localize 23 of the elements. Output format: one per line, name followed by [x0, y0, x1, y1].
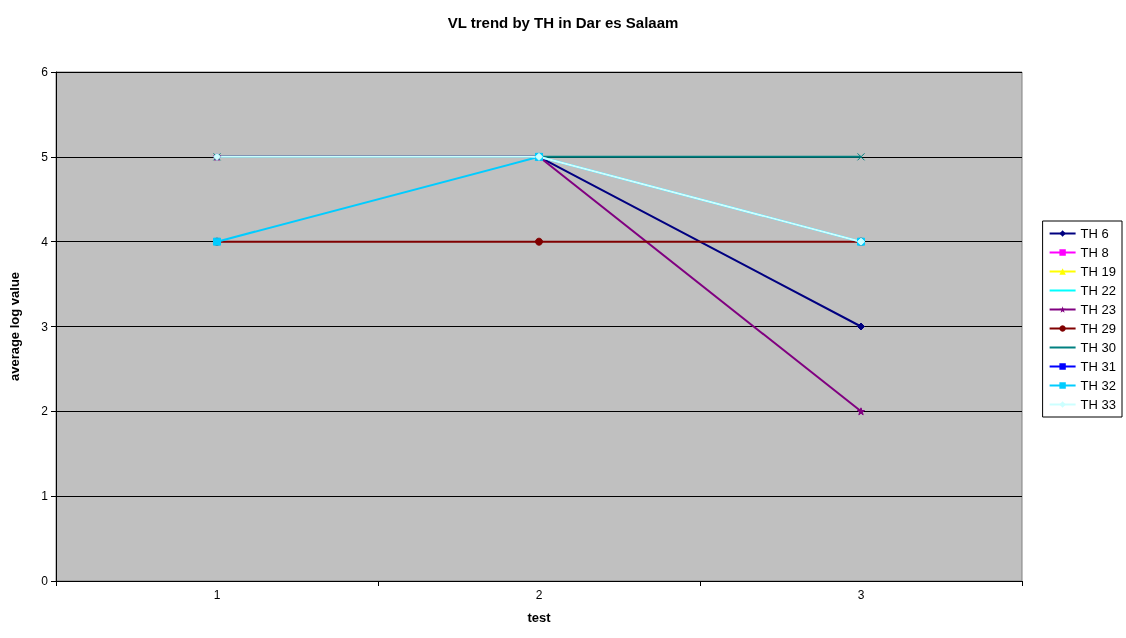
y-axis-title: average log value [7, 271, 22, 382]
y-tick-label: 6 [41, 65, 49, 79]
legend-label: TH 22 [1080, 283, 1117, 298]
x-tick-label: 2 [535, 588, 543, 602]
y-tick-label: 3 [41, 319, 49, 334]
legend-label: TH 8 [1080, 245, 1109, 260]
y-tick-label: 2 [41, 404, 49, 419]
legend-label: TH 19 [1080, 264, 1117, 279]
legend-label: TH 30 [1080, 340, 1117, 355]
y-tick-label: 4 [41, 234, 49, 249]
x-axis-title: test [527, 610, 552, 625]
chart-title: VL trend by TH in Dar es Salaam [447, 14, 679, 31]
legend-label: TH 6 [1080, 226, 1109, 241]
y-tick-label: 1 [41, 489, 49, 504]
legend-label: TH 29 [1080, 321, 1117, 336]
legend-label: TH 32 [1080, 378, 1117, 393]
y-tick-label: 0 [41, 574, 49, 588]
legend-label: TH 23 [1080, 302, 1117, 317]
x-tick-label: 1 [213, 588, 221, 602]
y-tick-label: 5 [41, 149, 49, 164]
legend-label: TH 33 [1080, 397, 1117, 412]
x-tick-label: 3 [857, 588, 865, 602]
legend-label: TH 31 [1080, 359, 1117, 374]
